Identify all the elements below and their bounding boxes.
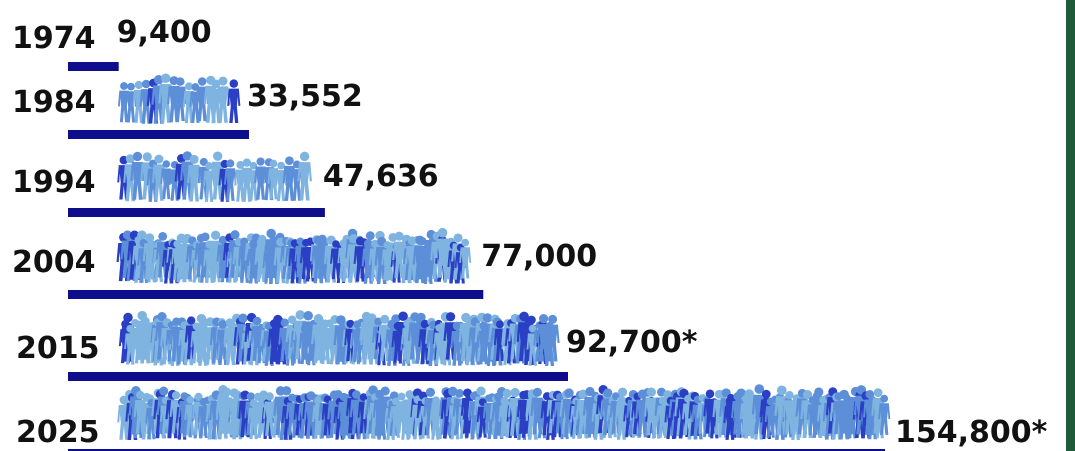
crowd-of-people-icon	[117, 384, 890, 440]
data-label-1974: 9,400	[117, 15, 212, 50]
bar-1984	[68, 130, 249, 139]
crowd-of-people-icon	[117, 228, 472, 284]
category-label-1994: 1994	[12, 165, 96, 200]
category-label-2025: 2025	[16, 415, 100, 450]
bar-1974	[68, 62, 119, 71]
category-label-1974: 1974	[12, 21, 96, 56]
chart-row-1984: 1984 33,552	[12, 73, 363, 139]
bar-1994	[68, 208, 325, 217]
data-label-1984: 33,552	[247, 79, 363, 114]
crowd-of-people-icon	[119, 310, 560, 366]
crowd-of-people-icon	[117, 151, 312, 202]
category-label-1984: 1984	[12, 85, 96, 120]
chart-row-2004: 2004 77,000	[12, 228, 597, 299]
data-label-2025: 154,800*	[895, 415, 1048, 450]
chart-row-2025: 2025 154,800*	[16, 384, 1048, 451]
bar-2004	[68, 290, 483, 299]
chart-row-1974: 1974 9,400	[12, 15, 212, 71]
crowd-of-people-icon	[118, 73, 240, 123]
data-label-1994: 47,636	[323, 159, 439, 194]
bar-2015	[68, 372, 568, 381]
chart-row-2015: 2015 92,700*	[16, 310, 698, 381]
data-label-2015: 92,700*	[566, 325, 698, 360]
data-label-2004: 77,000	[481, 239, 597, 274]
category-label-2015: 2015	[16, 331, 100, 366]
chart-row-1994: 1994 47,636	[12, 151, 439, 217]
frame-border	[1066, 0, 1075, 451]
category-label-2004: 2004	[12, 245, 96, 280]
